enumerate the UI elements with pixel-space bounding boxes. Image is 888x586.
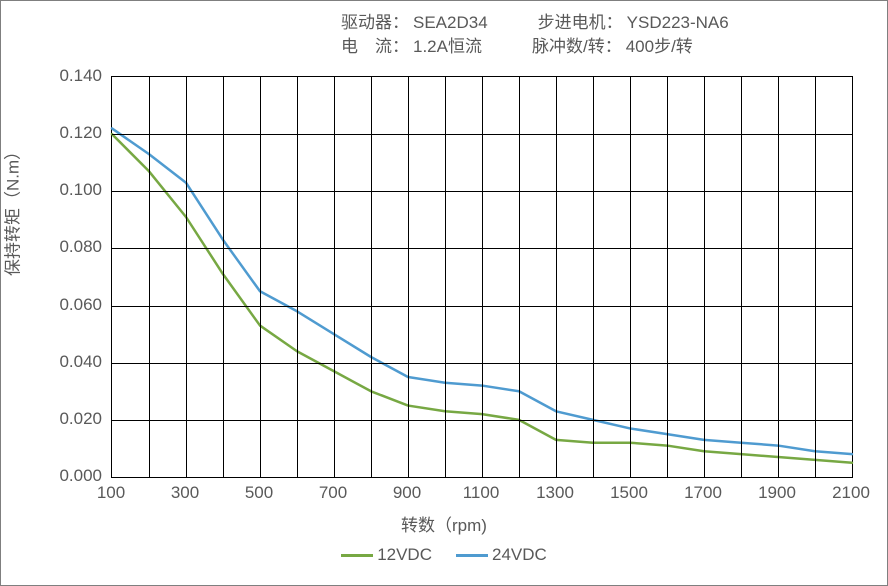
grid-line-vertical — [741, 77, 742, 477]
grid-line-vertical — [149, 77, 150, 477]
x-tick-label: 2100 — [832, 483, 870, 503]
grid-line-vertical — [482, 77, 483, 477]
grid-line-vertical — [778, 77, 779, 477]
legend-label: 12VDC — [377, 545, 432, 564]
legend: 12VDC 24VDC — [1, 545, 887, 565]
driver-label: 驱动器： — [341, 11, 409, 35]
grid-line-vertical — [519, 77, 520, 477]
grid-line-vertical — [223, 77, 224, 477]
legend-line-icon — [456, 554, 488, 557]
grid-line-vertical — [408, 77, 409, 477]
chart-header: 驱动器： SEA2D34 步进电机： YSD223-NA6 电 流： 1.2A恒… — [1, 11, 887, 59]
grid-line-vertical — [667, 77, 668, 477]
grid-line-vertical — [704, 77, 705, 477]
x-tick-label: 1500 — [610, 483, 648, 503]
current-value: 1.2A恒流 — [413, 35, 482, 59]
y-tick-label: 0.100 — [42, 180, 102, 200]
plot-area — [111, 76, 853, 478]
pulse-label: 脉冲数/转： — [532, 35, 622, 59]
x-tick-label: 900 — [393, 483, 421, 503]
x-tick-label: 300 — [171, 483, 199, 503]
chart-container: 驱动器： SEA2D34 步进电机： YSD223-NA6 电 流： 1.2A恒… — [0, 0, 888, 586]
x-tick-label: 100 — [97, 483, 125, 503]
x-tick-label: 1700 — [684, 483, 722, 503]
legend-line-icon — [341, 554, 373, 557]
y-tick-label: 0.140 — [42, 66, 102, 86]
grid-line-horizontal — [112, 248, 852, 249]
grid-line-horizontal — [112, 306, 852, 307]
driver-value: SEA2D34 — [413, 11, 488, 35]
x-axis-label: 转数（rpm) — [1, 511, 887, 536]
grid-line-vertical — [371, 77, 372, 477]
grid-line-horizontal — [112, 363, 852, 364]
y-tick-label: 0.040 — [42, 352, 102, 372]
grid-line-vertical — [297, 77, 298, 477]
y-tick-label: 0.080 — [42, 237, 102, 257]
grid-line-horizontal — [112, 134, 852, 135]
motor-value: YSD223-NA6 — [627, 11, 729, 35]
y-tick-label: 0.060 — [42, 295, 102, 315]
y-tick-label: 0.120 — [42, 123, 102, 143]
grid-line-vertical — [630, 77, 631, 477]
grid-line-horizontal — [112, 420, 852, 421]
x-tick-label: 1900 — [758, 483, 796, 503]
legend-item: 12VDC — [341, 545, 432, 565]
y-axis-label: 保持转矩（N.m） — [0, 143, 24, 276]
grid-line-vertical — [260, 77, 261, 477]
grid-line-vertical — [556, 77, 557, 477]
x-tick-label: 700 — [319, 483, 347, 503]
grid-line-vertical — [593, 77, 594, 477]
y-tick-label: 0.020 — [42, 409, 102, 429]
grid-line-vertical — [815, 77, 816, 477]
x-tick-label: 1100 — [463, 483, 500, 503]
pulse-value: 400步/转 — [626, 35, 693, 59]
grid-line-vertical — [445, 77, 446, 477]
current-label: 电 流： — [341, 35, 409, 59]
legend-label: 24VDC — [492, 545, 547, 564]
y-tick-label: 0.000 — [42, 466, 102, 486]
x-tick-label: 1300 — [536, 483, 574, 503]
header-row-2: 电 流： 1.2A恒流 脉冲数/转： 400步/转 — [1, 35, 887, 59]
motor-label: 步进电机： — [538, 11, 623, 35]
header-row-1: 驱动器： SEA2D34 步进电机： YSD223-NA6 — [1, 11, 887, 35]
grid-line-horizontal — [112, 191, 852, 192]
legend-item: 24VDC — [456, 545, 547, 565]
grid-line-vertical — [334, 77, 335, 477]
x-tick-label: 500 — [245, 483, 273, 503]
grid-line-vertical — [186, 77, 187, 477]
